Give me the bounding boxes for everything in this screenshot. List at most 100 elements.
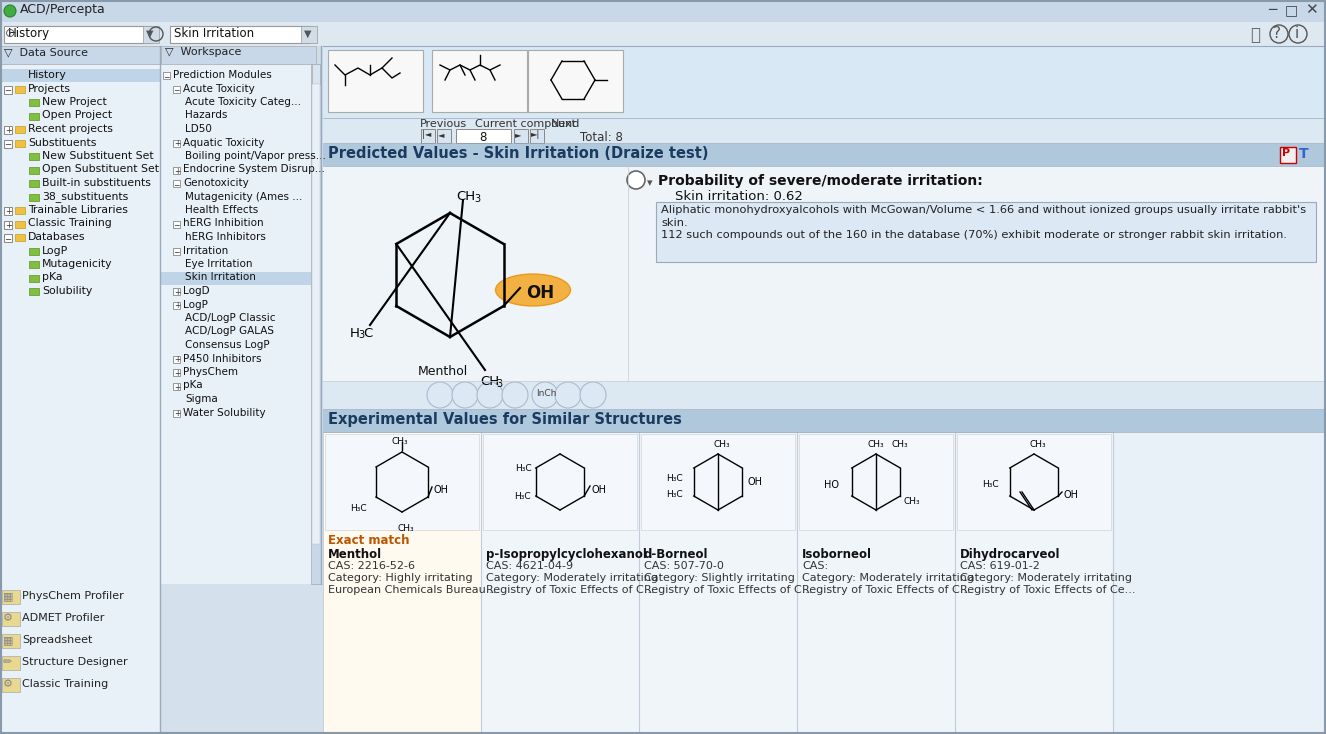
Text: +: + [174,302,180,310]
Text: C: C [363,327,373,340]
Bar [4,139,12,148]
Text: Aliphatic monohydroxyalcohols with McGowan/Volume < 1.66 and without ionized gro: Aliphatic monohydroxyalcohols with McGow… [660,205,1306,215]
Text: Isoborneol: Isoborneol [802,548,873,561]
Text: pKa: pKa [42,272,62,283]
Bar [29,180,38,187]
Text: Exact match: Exact match [328,534,410,547]
Text: ►: ► [514,130,521,139]
Text: Category: Moderately irritating: Category: Moderately irritating [802,573,975,583]
Bar [29,153,38,160]
Text: H₃C: H₃C [350,504,366,513]
Bar [4,26,152,43]
Bar [29,99,38,106]
Bar [656,202,1315,262]
Bar [0,677,160,695]
Circle shape [627,171,644,189]
Bar [324,432,1326,734]
Bar [29,261,38,268]
Text: Dihydrocarveol: Dihydrocarveol [960,548,1061,561]
Text: Probability of severe/moderate irritation:: Probability of severe/moderate irritatio… [658,174,983,188]
Bar [160,64,316,584]
Text: H₃C: H₃C [983,480,998,489]
Circle shape [532,382,558,408]
Text: Sigma: Sigma [186,394,217,404]
Bar [4,126,12,134]
Text: CAS: 2216-52-6: CAS: 2216-52-6 [328,561,415,571]
Text: +: + [174,369,180,378]
Text: p-Isopropylcyclohexanol: p-Isopropylcyclohexanol [487,548,647,561]
Text: Aquatic Toxicity: Aquatic Toxicity [183,137,264,148]
Text: ⚙: ⚙ [3,679,13,689]
Bar [163,72,170,79]
Text: Menthol: Menthol [328,548,382,561]
Text: Databases: Databases [28,232,85,242]
Text: Acute Toxicity: Acute Toxicity [183,84,255,93]
Bar [301,26,317,43]
Text: ▦: ▦ [3,591,13,601]
Text: Hazards: Hazards [186,111,227,120]
Text: Eye Irritation: Eye Irritation [186,259,252,269]
Text: History: History [8,27,50,40]
Bar [0,22,1326,46]
Text: d-Borneol: d-Borneol [644,548,708,561]
Text: CH₃: CH₃ [869,440,884,449]
Text: European Chemicals Bureau ...: European Chemicals Bureau ... [328,585,500,595]
Text: Total: 8: Total: 8 [579,131,623,144]
Text: Current compound: Current compound [475,119,579,129]
Bar [0,46,160,64]
Text: Category: Slightly irritating: Category: Slightly irritating [644,573,794,583]
Bar [3,612,20,626]
Bar [312,64,321,584]
Text: OH: OH [434,485,450,495]
Text: Consensus LogP: Consensus LogP [186,340,269,350]
Bar [29,275,38,282]
Bar [328,50,423,112]
Bar [640,434,796,530]
Text: OH: OH [591,485,607,495]
Bar [324,166,1326,381]
Circle shape [477,382,503,408]
Text: P: P [1282,148,1290,158]
Text: +: + [174,382,180,391]
Text: Trainable Libraries: Trainable Libraries [28,205,127,215]
Text: 38_substituents: 38_substituents [42,192,129,203]
Text: Classic Training: Classic Training [28,219,111,228]
Bar [0,655,160,673]
Text: Health Effects: Health Effects [186,205,259,215]
Bar [15,220,25,228]
Text: +: + [174,355,180,365]
Text: +: + [174,288,180,297]
Bar [481,432,639,734]
Bar [955,432,1113,734]
Text: InCh: InCh [536,389,557,398]
Bar [957,434,1111,530]
Text: CAS: 619-01-2: CAS: 619-01-2 [960,561,1040,571]
Text: CH: CH [456,190,475,203]
Text: Menthol: Menthol [418,365,468,378]
Text: +: + [5,126,12,135]
Text: Structure Designer: Structure Designer [23,657,127,667]
Bar [324,144,1326,166]
Text: Recent projects: Recent projects [28,124,113,134]
Text: ⚙: ⚙ [3,613,13,623]
Text: CH₃: CH₃ [391,437,408,446]
Bar [639,432,797,734]
Bar [0,46,1326,64]
Text: Solubility: Solubility [42,286,93,296]
Text: +: + [174,167,180,175]
Text: ►|: ►| [530,130,541,139]
Text: OH: OH [526,284,554,302]
Bar [143,26,159,43]
Text: +: + [174,139,180,148]
Bar [3,634,20,648]
Text: Spreadsheet: Spreadsheet [23,635,93,645]
Text: +: + [5,220,12,230]
Bar [483,434,636,530]
Text: Open Substituent Set: Open Substituent Set [42,164,159,175]
Text: History: History [28,70,66,80]
Text: LogP: LogP [183,299,208,310]
Bar [172,288,180,295]
Text: P450 Inhibitors: P450 Inhibitors [183,354,261,363]
Text: Skin irritation: 0.62: Skin irritation: 0.62 [658,190,802,203]
Text: H₃C: H₃C [666,474,683,483]
